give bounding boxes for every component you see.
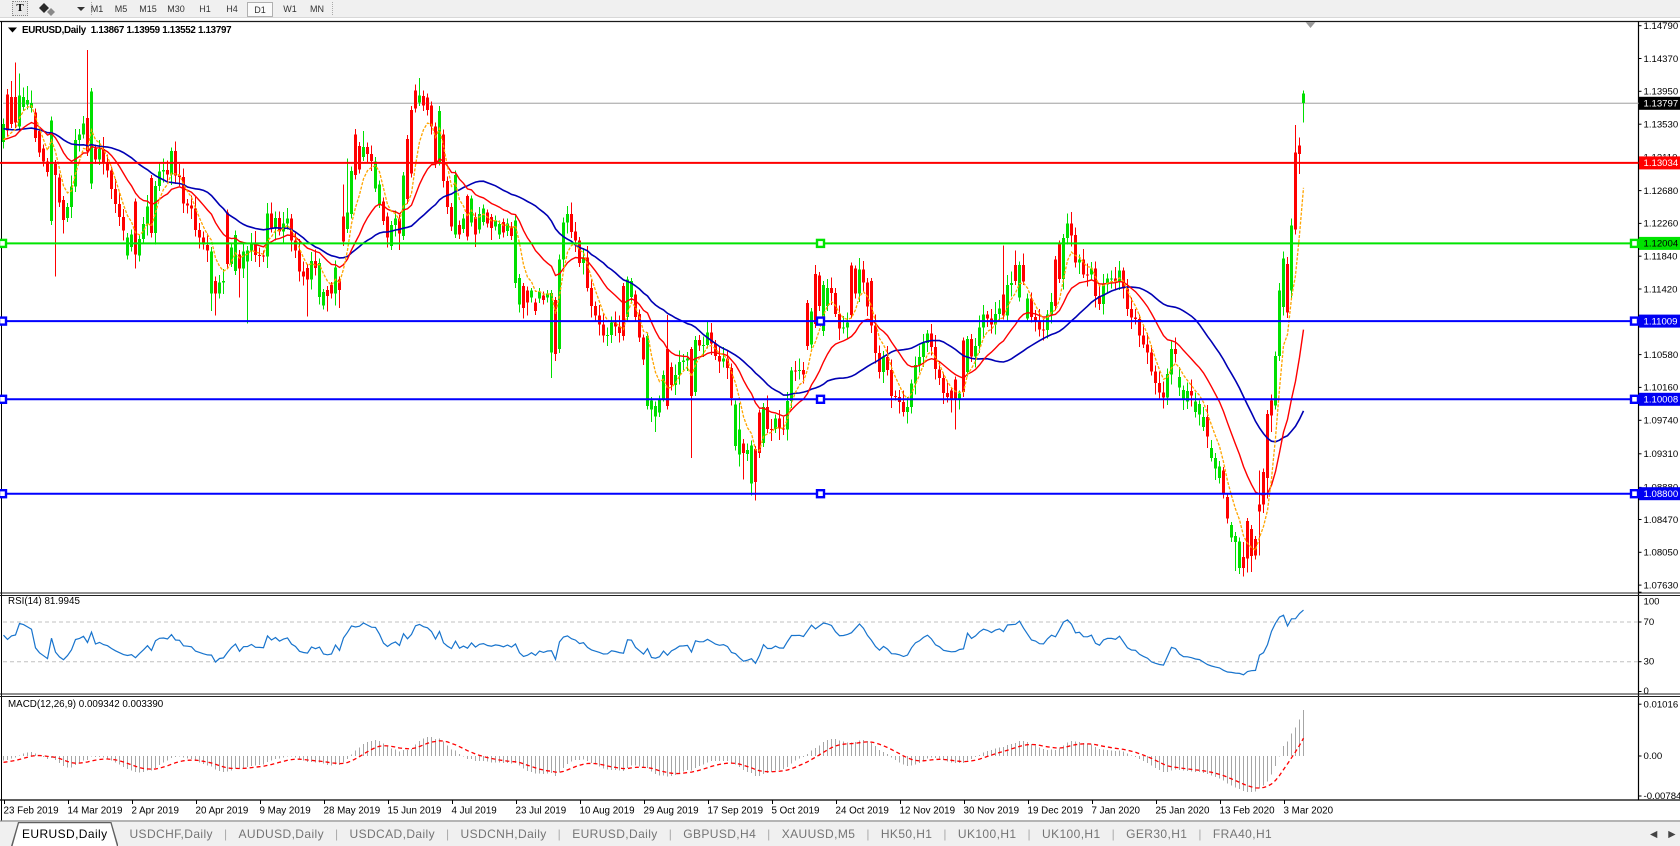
svg-text:3 Mar 2020: 3 Mar 2020 (1284, 806, 1334, 817)
svg-text:1.12004: 1.12004 (1644, 239, 1679, 250)
svg-text:19 Dec 2019: 19 Dec 2019 (1028, 806, 1084, 817)
svg-text:25 Jan 2020: 25 Jan 2020 (1156, 806, 1210, 817)
svg-text:23 Feb 2019: 23 Feb 2019 (4, 806, 59, 817)
svg-text:1.10580: 1.10580 (1644, 350, 1679, 361)
svg-text:2 Apr 2019: 2 Apr 2019 (132, 806, 179, 817)
svg-text:1.13797: 1.13797 (1644, 99, 1679, 110)
svg-text:29 Aug 2019: 29 Aug 2019 (644, 806, 699, 817)
svg-text:30 Nov 2019: 30 Nov 2019 (964, 806, 1020, 817)
svg-text:15 Jun 2019: 15 Jun 2019 (388, 806, 442, 817)
svg-text:9 May 2019: 9 May 2019 (260, 806, 311, 817)
svg-text:0.01016: 0.01016 (1644, 700, 1679, 711)
svg-text:1.13530: 1.13530 (1644, 120, 1679, 131)
svg-text:1.12680: 1.12680 (1644, 186, 1679, 197)
svg-text:1.10008: 1.10008 (1644, 395, 1679, 406)
svg-text:0.00: 0.00 (1644, 751, 1663, 762)
svg-text:-0.00784: -0.00784 (1644, 791, 1680, 802)
svg-text:1.08050: 1.08050 (1644, 548, 1679, 559)
svg-text:1.13034: 1.13034 (1644, 158, 1679, 169)
svg-text:1.11840: 1.11840 (1644, 252, 1678, 263)
svg-text:1.08800: 1.08800 (1644, 489, 1679, 500)
svg-text:24 Oct 2019: 24 Oct 2019 (836, 806, 889, 817)
svg-text:1.11420: 1.11420 (1644, 284, 1678, 295)
svg-text:1.14790: 1.14790 (1644, 21, 1679, 32)
svg-text:MACD(12,26,9) 0.009342 0.00339: MACD(12,26,9) 0.009342 0.003390 (8, 699, 164, 710)
svg-text:1.13950: 1.13950 (1644, 87, 1679, 98)
svg-text:17 Sep 2019: 17 Sep 2019 (708, 806, 764, 817)
svg-text:1.10160: 1.10160 (1644, 383, 1679, 394)
svg-text:0: 0 (1644, 686, 1649, 697)
svg-text:1.09310: 1.09310 (1644, 449, 1679, 460)
svg-text:1.09740: 1.09740 (1644, 416, 1679, 427)
svg-text:1.14370: 1.14370 (1644, 54, 1679, 65)
svg-text:RSI(14) 81.9945: RSI(14) 81.9945 (8, 596, 80, 607)
svg-text:1.12260: 1.12260 (1644, 219, 1679, 230)
svg-text:100: 100 (1644, 597, 1660, 608)
svg-text:1.07630: 1.07630 (1644, 580, 1679, 591)
svg-text:1.08470: 1.08470 (1644, 515, 1679, 526)
svg-text:14 Mar 2019: 14 Mar 2019 (68, 806, 123, 817)
svg-text:12 Nov 2019: 12 Nov 2019 (900, 806, 956, 817)
svg-text:7 Jan 2020: 7 Jan 2020 (1092, 806, 1141, 817)
svg-text:5 Oct 2019: 5 Oct 2019 (772, 806, 820, 817)
svg-text:EURUSD,Daily 1.13867 1.13959: EURUSD,Daily 1.13867 1.13959 1.13552 1.1… (22, 25, 232, 36)
svg-text:70: 70 (1644, 617, 1655, 628)
svg-text:23 Jul 2019: 23 Jul 2019 (516, 806, 567, 817)
svg-text:10 Aug 2019: 10 Aug 2019 (580, 806, 635, 817)
svg-text:20 Apr 2019: 20 Apr 2019 (196, 806, 249, 817)
svg-text:13 Feb 2020: 13 Feb 2020 (1220, 806, 1276, 817)
svg-text:1.11009: 1.11009 (1644, 316, 1678, 327)
svg-text:30: 30 (1644, 657, 1655, 668)
svg-text:4 Jul 2019: 4 Jul 2019 (452, 806, 497, 817)
svg-text:28 May 2019: 28 May 2019 (324, 806, 381, 817)
